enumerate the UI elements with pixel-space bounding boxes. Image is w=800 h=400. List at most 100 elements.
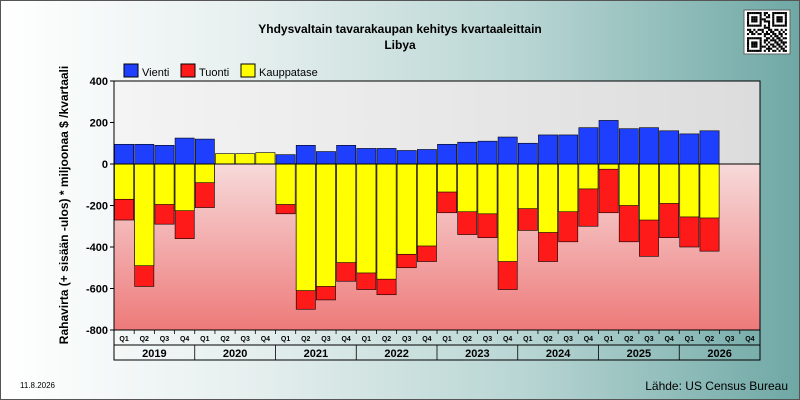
bar-tuonti-24: [598, 163, 619, 214]
x-tick-label: Q2: [543, 336, 552, 343]
bar-kauppatase-18: [477, 163, 498, 215]
bar-vienti-4: [194, 138, 215, 165]
bar-vienti-12: [356, 148, 377, 165]
bar-kauppatase-9: [295, 163, 316, 291]
x-tick-label: Q2: [301, 336, 310, 343]
bar-kauppatase-12: [356, 163, 377, 274]
year-label: 2019: [142, 348, 166, 360]
x-tick-label: Q2: [382, 336, 391, 343]
x-tick-label: Q4: [180, 336, 189, 343]
legend-swatch: [180, 63, 196, 78]
bar-kauppatase-7: [255, 152, 276, 165]
bar-kauppatase-24: [598, 163, 619, 170]
bar-vienti-0: [114, 143, 134, 165]
x-tick-label: Q3: [644, 336, 653, 343]
bar-vienti-20: [517, 142, 538, 165]
bar-kauppatase-28: [679, 163, 700, 218]
footer-date: 11.8.2026: [20, 381, 56, 390]
x-tick-label: Q3: [725, 336, 734, 343]
bar-vienti-29: [699, 130, 720, 165]
legend-item-1: Tuonti: [180, 63, 229, 79]
x-tick-label: Q4: [664, 336, 673, 343]
year-label: 2025: [627, 348, 651, 360]
year-label: 2020: [223, 348, 247, 360]
legend-label: Tuonti: [199, 67, 229, 79]
y-tick-label: 400: [90, 76, 108, 88]
bar-kauppatase-22: [558, 163, 579, 213]
bar-kauppatase-27: [659, 163, 680, 204]
year-label: 2026: [707, 348, 731, 360]
x-tick-label: Q1: [523, 336, 532, 343]
legend-label: Vienti: [142, 67, 169, 79]
x-tick-label: Q4: [422, 336, 431, 343]
x-tick-label: Q2: [220, 336, 229, 343]
x-tick-label: Q1: [685, 336, 694, 343]
bar-kauppatase-3: [174, 163, 195, 211]
x-tick-label: Q4: [745, 336, 754, 343]
x-tick-label: Q2: [705, 336, 714, 343]
bar-kauppatase-4: [194, 163, 215, 183]
x-axis: Q1 Q2 Q3 Q4 Q1 Q2 Q3 Q4 Q1 Q2 Q3 Q4 Q1 Q2 Q3 Q4 Q1 Q2 Q3 Q4…: [113, 329, 761, 361]
bar-vienti-8: [275, 154, 296, 165]
bar-vienti-24: [598, 120, 619, 165]
x-tick-label: Q1: [281, 336, 290, 343]
bar-kauppatase-29: [699, 163, 720, 219]
legend-label: Kauppatase: [259, 67, 318, 79]
bar-vienti-22: [558, 134, 579, 165]
x-tick-label: Q1: [200, 336, 209, 343]
x-tick-label: Q4: [503, 336, 512, 343]
x-tick-label: Q1: [119, 336, 128, 343]
y-axis-label: Rahavirta (+ sisään -ulos) * miljoonaa $…: [57, 66, 71, 344]
y-axis: 400 200 0 -200 -400 -600 -800: [86, 76, 114, 337]
year-label: 2022: [384, 348, 408, 360]
bar-vienti-19: [497, 136, 518, 165]
legend-item-0: Vienti: [123, 63, 169, 79]
bar-vienti-15: [417, 149, 437, 165]
bar-kauppatase-0: [114, 163, 134, 200]
bar-vienti-13: [376, 148, 397, 165]
bar-kauppatase-16: [437, 163, 457, 193]
x-tick-label: Q4: [261, 336, 270, 343]
x-tick-label: Q4: [341, 336, 350, 343]
bar-kauppatase-15: [417, 163, 437, 247]
bar-kauppatase-26: [639, 163, 659, 221]
bar-kauppatase-23: [578, 163, 599, 190]
y-tick-label: -800: [86, 325, 108, 337]
x-tick-label: Q1: [604, 336, 613, 343]
source-note: Lähde: US Census Bureau: [645, 379, 788, 393]
year-label: 2023: [465, 348, 489, 360]
x-tick-label: Q3: [321, 336, 330, 343]
bar-vienti-2: [154, 145, 175, 165]
x-tick-label: Q3: [402, 336, 411, 343]
legend: Vienti Tuonti Kauppatase: [123, 63, 318, 79]
chart-subtitle: Libya: [384, 38, 416, 52]
bar-vienti-27: [659, 130, 680, 165]
year-label: 2021: [304, 348, 328, 360]
bar-vienti-23: [578, 127, 599, 165]
bar-vienti-1: [134, 143, 155, 165]
bar-vienti-28: [679, 133, 700, 165]
bar-vienti-11: [336, 145, 357, 165]
x-tick-label: Q3: [483, 336, 492, 343]
x-tick-label: Q3: [564, 336, 573, 343]
x-tick-label: Q2: [463, 336, 472, 343]
bar-vienti-14: [396, 150, 417, 165]
chart-title: Yhdysvaltain tavarakaupan kehitys kvarta…: [258, 22, 541, 36]
x-tick-label: Q3: [160, 336, 169, 343]
y-tick-label: 200: [90, 118, 108, 130]
bar-vienti-10: [316, 151, 336, 165]
bar-vienti-25: [618, 128, 639, 165]
y-tick-label: -400: [86, 242, 108, 254]
bar-kauppatase-1: [134, 163, 155, 266]
bar-kauppatase-25: [618, 163, 639, 206]
bar-kauppatase-6: [235, 153, 256, 165]
x-tick-label: Q1: [442, 336, 451, 343]
bar-kauppatase-2: [154, 163, 175, 205]
y-tick-label: 0: [102, 159, 108, 171]
x-tick-label: Q2: [140, 336, 149, 343]
bars: [114, 120, 760, 310]
year-label: 2024: [546, 348, 571, 360]
bar-kauppatase-8: [275, 163, 296, 205]
bar-vienti-21: [538, 134, 558, 165]
